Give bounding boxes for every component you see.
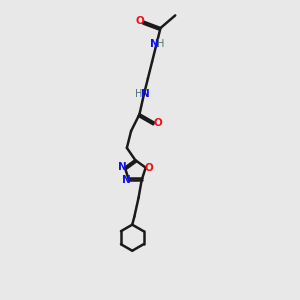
Text: H: H xyxy=(157,39,165,49)
Text: N: N xyxy=(141,89,150,99)
Text: H: H xyxy=(135,89,143,99)
Text: N: N xyxy=(150,39,159,49)
Text: O: O xyxy=(144,163,153,173)
Text: N: N xyxy=(122,175,130,185)
Text: N: N xyxy=(118,162,126,172)
Text: O: O xyxy=(154,118,162,128)
Text: O: O xyxy=(136,16,144,26)
